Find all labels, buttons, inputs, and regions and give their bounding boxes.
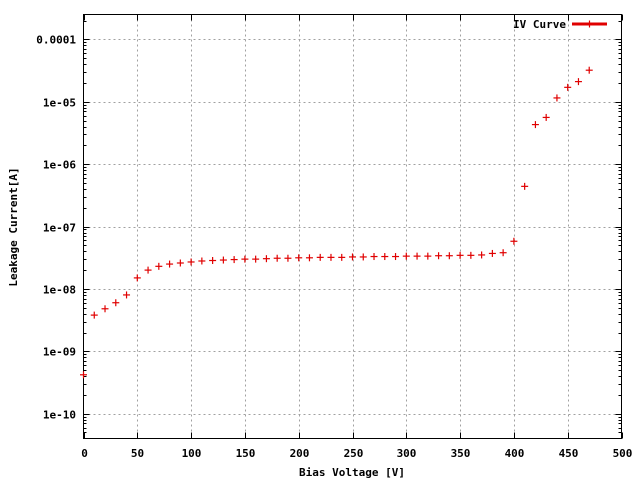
data-point: [144, 266, 152, 274]
plot-frame: [83, 14, 622, 439]
data-point: [402, 252, 410, 260]
data-point: [90, 311, 98, 319]
data-point: [338, 253, 346, 261]
data-point: [435, 252, 443, 260]
data-point: [241, 255, 249, 263]
legend-marker-iv-curve: [586, 20, 593, 28]
x-tick-label: 250: [344, 447, 364, 460]
y-tick-label: 0.0001: [36, 34, 76, 47]
y-tick-label: 1e-08: [43, 284, 76, 297]
data-point: [521, 182, 529, 190]
x-tick-label: 450: [559, 447, 579, 460]
data-point: [284, 254, 292, 262]
x-tick-labels: 0 50 100 150 200 250 300 350 400 450 500: [81, 447, 632, 460]
data-point: [585, 66, 593, 74]
x-tick-label: 500: [613, 447, 633, 460]
data-point: [370, 253, 378, 261]
data-point: [499, 249, 507, 257]
data-point: [262, 255, 270, 263]
x-tick-label: 0: [81, 447, 88, 460]
legend: IV Curve: [513, 18, 607, 31]
y-tick-label: 1e-10: [43, 409, 76, 422]
data-point: [564, 83, 572, 91]
data-point: [531, 121, 539, 129]
data-point: [445, 252, 453, 260]
legend-label-iv-curve: IV Curve: [513, 18, 566, 31]
x-tick-label: 50: [131, 447, 144, 460]
y-tick-label: 1e-06: [43, 159, 76, 172]
data-point: [574, 78, 582, 86]
data-point: [230, 256, 238, 264]
data-point: [359, 253, 367, 261]
data-point: [112, 299, 120, 307]
x-tick-label: 200: [290, 447, 310, 460]
data-point: [488, 249, 496, 257]
data-point: [542, 113, 550, 121]
data-point: [252, 255, 260, 263]
data-point: [295, 254, 303, 262]
data-point: [273, 254, 281, 262]
data-point: [392, 253, 400, 261]
x-tick-label: 300: [397, 447, 417, 460]
data-point: [316, 253, 324, 261]
data-point: [327, 253, 335, 261]
y-tick-label: 1e-05: [43, 97, 76, 110]
x-tick-label: 150: [236, 447, 256, 460]
data-point: [413, 252, 421, 260]
data-point: [219, 256, 227, 264]
data-point: [209, 257, 217, 265]
data-point: [456, 251, 464, 259]
data-point: [467, 251, 475, 259]
x-axis-label: Bias Voltage [V]: [299, 466, 405, 479]
data-point: [349, 253, 356, 261]
x-tick-label: 100: [182, 447, 202, 460]
data-point: [478, 251, 486, 259]
data-point: [198, 257, 206, 265]
y-tick-label: 1e-07: [43, 222, 76, 235]
data-point: [553, 94, 561, 102]
data-point: [510, 237, 518, 245]
x-tick-label: 400: [505, 447, 525, 460]
x-tick-label: 350: [451, 447, 471, 460]
data-point: [133, 274, 141, 282]
data-point: [424, 252, 432, 260]
iv-curve-points: [80, 66, 593, 379]
data-point: [166, 260, 174, 268]
y-tick-label: 1e-09: [43, 346, 76, 359]
y-axis-label: Leakage Current[A]: [7, 167, 20, 286]
data-point: [305, 254, 313, 262]
data-point: [80, 371, 87, 379]
data-point: [101, 305, 109, 313]
data-point: [123, 291, 131, 299]
data-point: [176, 259, 184, 267]
grid-lines: [83, 14, 622, 439]
data-point: [155, 262, 163, 270]
data-point: [187, 258, 195, 266]
y-tick-labels: 1e-10 1e-09 1e-08 1e-07 1e-06 1e-05 0.0001: [36, 34, 76, 422]
data-point: [381, 253, 389, 261]
